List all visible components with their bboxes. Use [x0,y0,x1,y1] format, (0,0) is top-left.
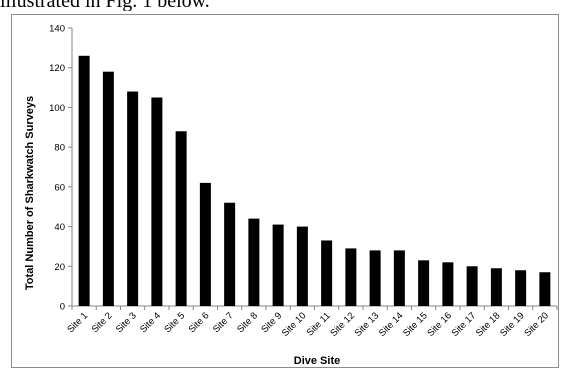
bar [224,202,236,306]
bar [102,71,114,306]
x-tick-label: Site 3 [114,310,139,335]
bar [248,218,260,306]
bar [345,248,357,306]
chart-frame [11,14,559,368]
x-tick-label: Site 19 [498,310,527,339]
x-tick-label: Site 8 [235,310,260,335]
y-tick-label: 100 [49,103,65,114]
y-tick-label: 120 [49,63,65,74]
y-tick-label: 20 [54,262,65,273]
x-tick-label: Site 10 [280,310,309,339]
x-tick-label: Site 15 [401,310,430,339]
bar [393,250,405,306]
bar [418,260,430,306]
bar [442,262,454,306]
x-tick-label: Site 1 [65,310,90,335]
bars [78,55,551,307]
y-tick-label: 140 [49,24,65,35]
x-tick-label: Site 13 [353,310,382,339]
bar [272,224,284,306]
body-text-fragment: illustrated in Fig. 1 below. [0,0,210,11]
x-tick-label: Site 11 [305,310,333,338]
x-axis-title: Dive Site [294,355,340,367]
y-tick-label: 40 [54,222,65,233]
bar [199,182,211,306]
bar [127,91,139,307]
y-tick-label: 80 [54,143,65,154]
bar [369,250,381,306]
y-tick-label: 60 [54,182,65,193]
bar [296,226,308,306]
x-tick-label: Site 18 [474,310,503,339]
bar [539,272,551,306]
bar [490,268,502,306]
bar [78,55,90,306]
x-tick-label: Site 2 [90,310,115,335]
x-tick-label: Site 5 [162,310,187,335]
bar [515,270,527,306]
bar [151,97,163,306]
x-tick-label: Site 6 [187,310,212,335]
bar [321,240,333,306]
x-tick-label: Site 17 [450,310,479,339]
bar [466,266,478,306]
x-axis: Site 1 Site 2 Site 3 Site 4 Site 5 Site 6 Site… [65,305,558,339]
x-tick-label: Site 7 [211,310,236,335]
x-tick-label: Site 20 [522,310,551,339]
x-tick-label: Site 16 [425,310,454,339]
bar [175,131,187,306]
y-axis-title: Total Number of Sharkwatch Surveys [24,96,36,290]
y-tick-label: 0 [60,302,65,313]
x-tick-label: Site 12 [328,310,357,339]
x-tick-label: Site 14 [377,310,406,339]
y-axis: 0 20 40 60 80 100 120 140 [49,24,73,313]
x-tick-label: Site 4 [138,310,163,335]
